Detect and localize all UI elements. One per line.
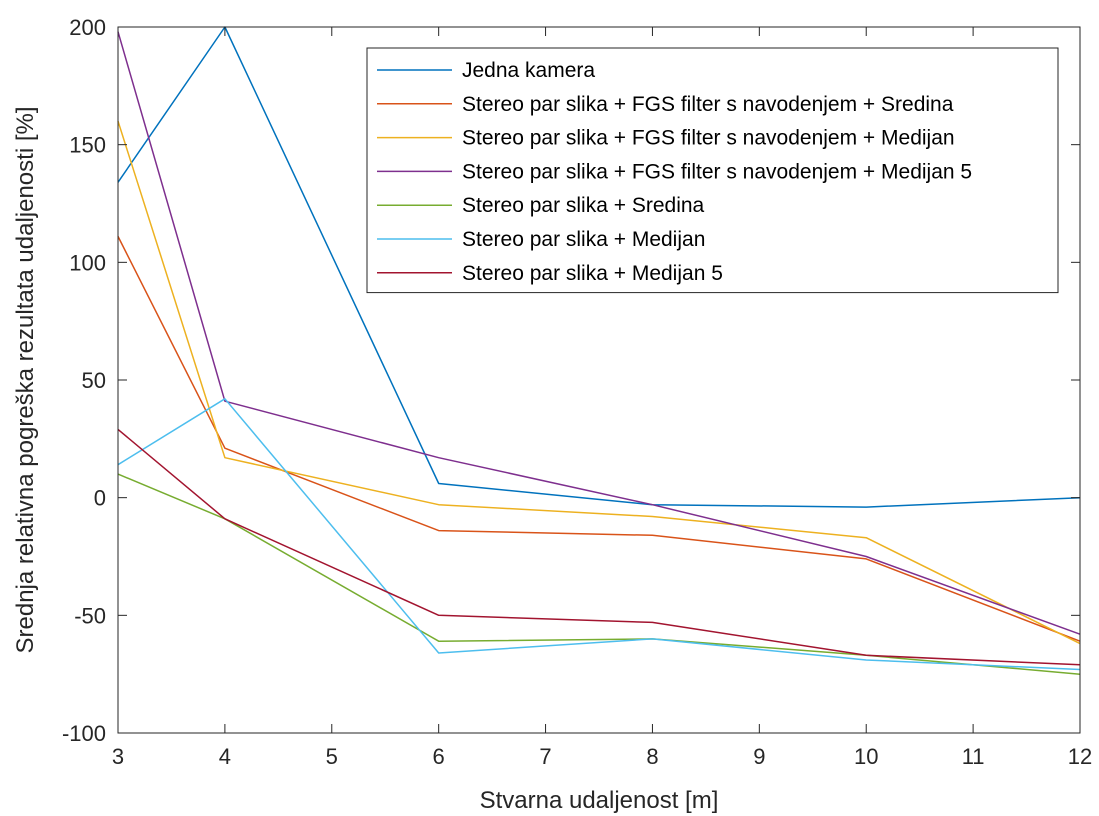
legend: Jedna kamera Stereo par slika + FGS filte… (366, 47, 1059, 294)
x-tick-label: 7 (539, 744, 551, 769)
y-tick-label: 100 (69, 250, 106, 275)
y-tick-label: -50 (74, 603, 106, 628)
x-tick-label: 11 (962, 744, 985, 769)
y-tick-label: 0 (94, 486, 106, 511)
y-tick-label: 50 (82, 368, 106, 393)
y-axis-title: Srednja relativna pogreška rezultata uda… (12, 107, 39, 654)
x-tick-label: 3 (112, 744, 124, 769)
y-axis-ticks: -100 -50 0 50 100 150 200 (62, 15, 1080, 746)
series-line-7 (117, 428, 1081, 666)
x-tick-label: 6 (433, 744, 445, 769)
legend-box (366, 47, 1059, 294)
series-layer (117, 26, 1081, 675)
legend-label-4: Stereo par slika + FGS filter s navodenj… (462, 160, 972, 183)
series-line-5 (117, 473, 1081, 675)
legend-label-6: Stereo par slika + Medijan (462, 228, 705, 251)
legend-label-1: Jedna kamera (462, 59, 595, 82)
series-line-2 (117, 236, 1081, 642)
series-line-1 (117, 26, 1081, 508)
legend-label-5: Stereo par slika + Sredina (462, 194, 705, 217)
series-line-3 (117, 120, 1081, 645)
legend-label-7: Stereo par slika + Medijan 5 (462, 262, 723, 285)
legend-label-2: Stereo par slika + FGS filter s navodenj… (462, 93, 954, 116)
x-axis-ticks: 3 4 5 6 7 8 9 10 11 12 (112, 27, 1092, 769)
x-axis-title: Stvarna udaljenost [m] (480, 787, 719, 814)
x-tick-label: 12 (1068, 744, 1092, 769)
x-tick-label: 4 (219, 744, 231, 769)
series-line-6 (117, 398, 1081, 671)
x-tick-label: 5 (326, 744, 338, 769)
legend-label-3: Stereo par slika + FGS filter s navodenj… (462, 127, 955, 150)
y-tick-label: 150 (69, 133, 106, 158)
y-tick-label: 200 (69, 15, 106, 40)
x-tick-label: 8 (646, 744, 658, 769)
x-tick-label: 9 (753, 744, 765, 769)
x-tick-label: 10 (854, 744, 878, 769)
series-line-4 (117, 31, 1081, 635)
y-tick-label: -100 (62, 721, 106, 746)
